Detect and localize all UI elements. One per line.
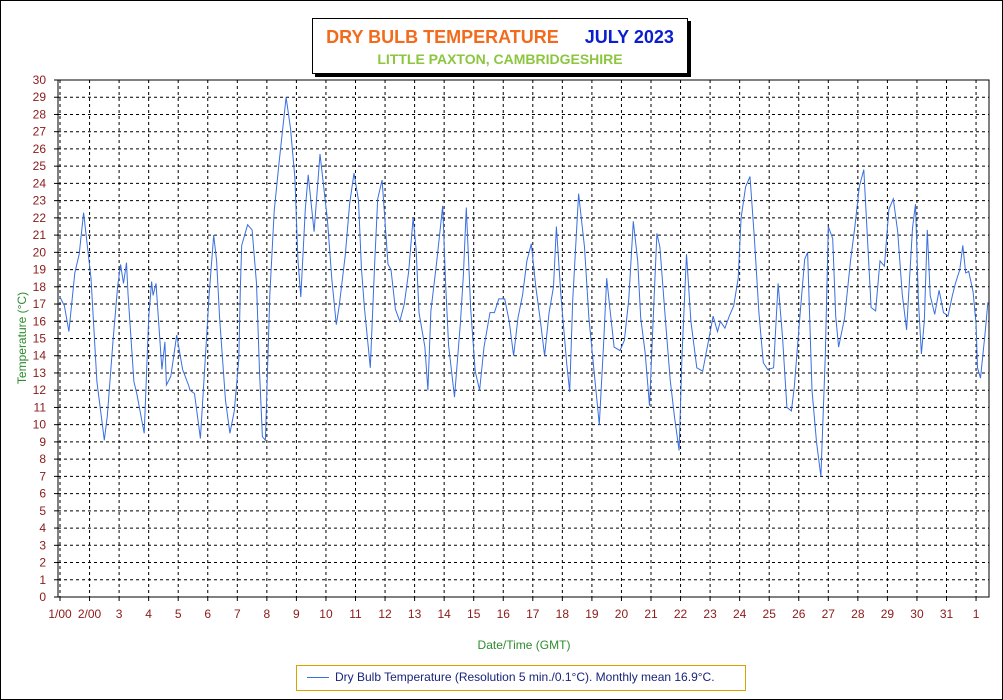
legend-swatch bbox=[307, 677, 329, 678]
x-tick-label: 1 bbox=[973, 607, 980, 621]
chart-title-box: DRY BULB TEMPERATURE JULY 2023 LITTLE PAX… bbox=[312, 18, 688, 74]
y-axis-ticks: 0123456789101112131415161718192021222324… bbox=[33, 73, 58, 604]
x-tick-label: 31 bbox=[940, 607, 954, 621]
x-tick-label: 24 bbox=[733, 607, 747, 621]
y-tick-label: 20 bbox=[33, 245, 47, 259]
x-tick-label: 19 bbox=[585, 607, 599, 621]
x-tick-label: 16 bbox=[497, 607, 511, 621]
y-tick-label: 15 bbox=[33, 332, 47, 346]
chart-title: DRY BULB TEMPERATURE JULY 2023 bbox=[313, 27, 687, 48]
y-tick-label: 16 bbox=[33, 314, 47, 328]
y-tick-label: 19 bbox=[33, 263, 47, 277]
x-tick-label: 8 bbox=[264, 607, 271, 621]
x-tick-label: 3 bbox=[116, 607, 123, 621]
y-tick-label: 25 bbox=[33, 159, 47, 173]
x-tick-label: 7 bbox=[234, 607, 241, 621]
y-tick-label: 3 bbox=[39, 538, 46, 552]
x-tick-label: 13 bbox=[408, 607, 422, 621]
y-tick-label: 7 bbox=[39, 469, 46, 483]
grid bbox=[58, 80, 989, 597]
x-tick-label: 4 bbox=[145, 607, 152, 621]
y-tick-label: 21 bbox=[33, 228, 47, 242]
y-tick-label: 10 bbox=[33, 418, 47, 432]
plot-area-border bbox=[57, 79, 990, 598]
y-tick-label: 24 bbox=[33, 176, 47, 190]
x-tick-label: 2/00 bbox=[78, 607, 102, 621]
chart-title-month: JULY 2023 bbox=[584, 27, 674, 47]
chart-legend: Dry Bulb Temperature (Resolution 5 min./… bbox=[296, 665, 746, 691]
x-axis-ticks: 1/00 2/00 3 4 5 6 7 8 9 10 11 12 13 14 15 16 17 18 19 20 21 2… bbox=[48, 597, 980, 621]
x-tick-label: 18 bbox=[556, 607, 570, 621]
x-tick-label: 10 bbox=[319, 607, 333, 621]
x-tick-label: 5 bbox=[175, 607, 182, 621]
y-tick-label: 22 bbox=[33, 211, 47, 225]
x-tick-label: 29 bbox=[881, 607, 895, 621]
y-axis-label: Temperature (°C) bbox=[15, 292, 29, 384]
y-tick-label: 26 bbox=[33, 142, 47, 156]
y-tick-label: 8 bbox=[39, 452, 46, 466]
chart-subtitle-location: LITTLE PAXTON, CAMBRIDGESHIRE bbox=[377, 51, 623, 67]
y-tick-label: 29 bbox=[33, 90, 47, 104]
chart-title-measure: DRY BULB TEMPERATURE bbox=[326, 27, 559, 47]
x-tick-label: 15 bbox=[467, 607, 481, 621]
dry-bulb-temperature-line bbox=[59, 97, 989, 477]
y-tick-label: 17 bbox=[33, 297, 47, 311]
y-tick-label: 30 bbox=[33, 73, 47, 87]
x-tick-label: 11 bbox=[349, 607, 362, 621]
y-tick-label: 5 bbox=[39, 504, 46, 518]
legend-label: Dry Bulb Temperature (Resolution 5 min./… bbox=[335, 670, 715, 684]
y-tick-label: 18 bbox=[33, 280, 47, 294]
x-tick-label: 9 bbox=[293, 607, 300, 621]
y-tick-label: 12 bbox=[33, 383, 47, 397]
x-tick-label: 21 bbox=[644, 607, 658, 621]
y-tick-label: 11 bbox=[34, 400, 47, 414]
y-tick-label: 6 bbox=[39, 487, 46, 501]
y-tick-label: 13 bbox=[33, 366, 47, 380]
y-tick-label: 23 bbox=[33, 194, 47, 208]
y-tick-label: 27 bbox=[33, 125, 47, 139]
y-tick-label: 28 bbox=[33, 107, 47, 121]
x-tick-label: 26 bbox=[792, 607, 806, 621]
y-tick-label: 4 bbox=[39, 521, 46, 535]
x-tick-label: 6 bbox=[204, 607, 211, 621]
x-tick-label: 20 bbox=[615, 607, 629, 621]
y-tick-label: 0 bbox=[39, 590, 46, 604]
y-tick-label: 14 bbox=[33, 349, 47, 363]
x-tick-label: 28 bbox=[851, 607, 865, 621]
y-tick-label: 1 bbox=[39, 573, 46, 587]
y-tick-label: 2 bbox=[39, 556, 46, 570]
x-axis-label: Date/Time (GMT) bbox=[478, 638, 571, 652]
x-tick-label: 17 bbox=[526, 607, 540, 621]
x-tick-label: 27 bbox=[822, 607, 836, 621]
x-tick-label: 30 bbox=[910, 607, 924, 621]
x-tick-label: 25 bbox=[763, 607, 777, 621]
x-tick-label: 22 bbox=[674, 607, 688, 621]
x-tick-label: 23 bbox=[703, 607, 717, 621]
x-tick-label: 12 bbox=[378, 607, 392, 621]
x-tick-label: 1/00 bbox=[48, 607, 72, 621]
y-tick-label: 9 bbox=[39, 435, 46, 449]
x-tick-label: 14 bbox=[437, 607, 451, 621]
